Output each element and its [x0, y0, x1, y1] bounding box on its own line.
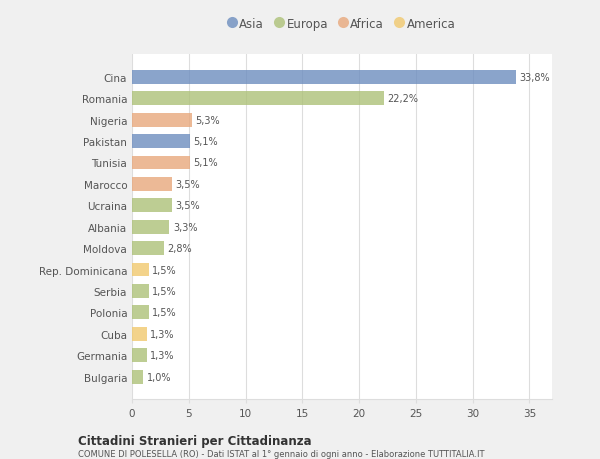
Text: 3,5%: 3,5% — [175, 201, 200, 211]
Text: 1,0%: 1,0% — [147, 372, 171, 382]
Bar — [132, 306, 149, 319]
Bar — [132, 135, 190, 149]
Text: 3,5%: 3,5% — [175, 179, 200, 190]
Bar — [132, 370, 143, 384]
Text: 2,8%: 2,8% — [167, 244, 192, 253]
Text: COMUNE DI POLESELLA (RO) - Dati ISTAT al 1° gennaio di ogni anno - Elaborazione : COMUNE DI POLESELLA (RO) - Dati ISTAT al… — [78, 449, 485, 458]
Text: 5,1%: 5,1% — [193, 158, 218, 168]
Text: 3,3%: 3,3% — [173, 222, 197, 232]
Text: 1,5%: 1,5% — [152, 286, 177, 296]
Bar — [132, 178, 172, 191]
Bar — [132, 241, 164, 256]
Legend: Asia, Europa, Africa, America: Asia, Europa, Africa, America — [224, 13, 460, 35]
Bar — [132, 263, 149, 277]
Bar — [132, 220, 169, 234]
Text: 22,2%: 22,2% — [388, 94, 418, 104]
Bar — [132, 348, 147, 362]
Text: 1,5%: 1,5% — [152, 265, 177, 275]
Text: 5,1%: 5,1% — [193, 137, 218, 147]
Bar — [132, 92, 384, 106]
Text: Cittadini Stranieri per Cittadinanza: Cittadini Stranieri per Cittadinanza — [78, 434, 311, 447]
Text: 5,3%: 5,3% — [196, 115, 220, 125]
Text: 33,8%: 33,8% — [519, 73, 550, 83]
Bar — [132, 284, 149, 298]
Bar — [132, 113, 192, 127]
Text: 1,3%: 1,3% — [150, 329, 175, 339]
Bar — [132, 199, 172, 213]
Bar — [132, 327, 147, 341]
Bar — [132, 156, 190, 170]
Bar — [132, 71, 515, 84]
Text: 1,3%: 1,3% — [150, 350, 175, 360]
Text: 1,5%: 1,5% — [152, 308, 177, 318]
